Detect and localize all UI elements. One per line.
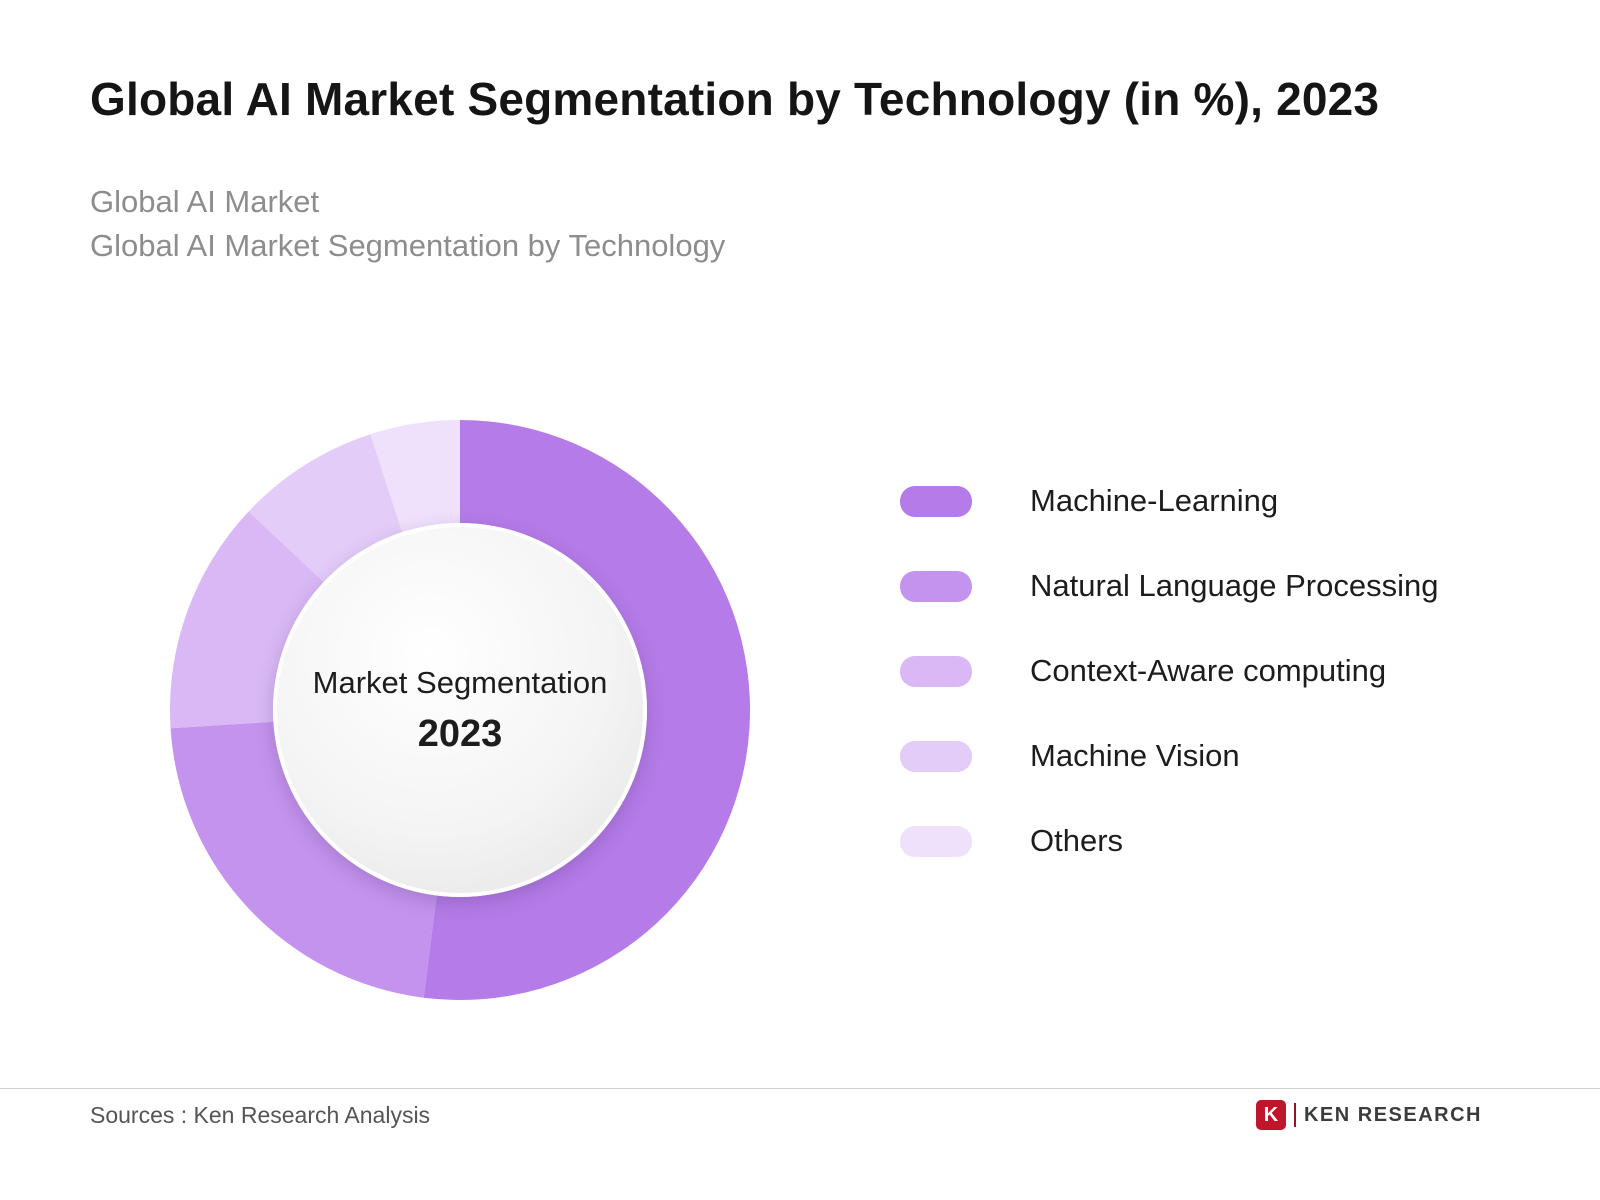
- page-title: Global AI Market Segmentation by Technol…: [90, 73, 1380, 125]
- legend-label: Natural Language Processing: [1030, 568, 1439, 603]
- page-subtitle: Global AI Market Global AI Market Segmen…: [90, 180, 1290, 268]
- brand-logo-text: KEN RESEARCH: [1303, 1103, 1482, 1126]
- brand-logo-icon: K: [1255, 1100, 1286, 1130]
- legend-label: Context-Aware computing: [1030, 653, 1387, 688]
- footer-divider: [0, 1088, 1600, 1089]
- legend-item: Natural Language Processing: [900, 568, 1439, 603]
- legend-swatch: [900, 740, 972, 772]
- donut-chart: Market Segmentation 2023: [160, 410, 760, 1010]
- donut-center-year: 2023: [417, 712, 503, 755]
- legend-swatch: [900, 485, 972, 517]
- donut-center-disc: Market Segmentation 2023: [273, 523, 647, 897]
- brand-logo: K KEN RESEARCH: [1255, 1100, 1482, 1130]
- donut-center-label: Market Segmentation: [312, 664, 608, 700]
- legend-swatch: [900, 570, 972, 602]
- legend-swatch: [900, 655, 972, 687]
- legend-label: Others: [1030, 823, 1124, 858]
- subtitle-line-1: Global AI Market: [90, 184, 320, 219]
- legend-swatch: [900, 825, 972, 857]
- legend-item: Others: [900, 823, 1438, 858]
- legend-item: Machine-Learning: [900, 483, 1438, 518]
- legend-label: Machine-Learning: [1030, 483, 1279, 518]
- chart-legend: Machine-Learning Natural Language Process…: [900, 483, 1439, 858]
- subtitle-line-2: Global AI Market Segmentation by Technol…: [90, 228, 726, 264]
- legend-label: Machine Vision: [1030, 738, 1240, 773]
- legend-item: Context-Aware computing: [900, 653, 1438, 688]
- brand-logo-separator: [1293, 1103, 1296, 1127]
- source-text: Sources : Ken Research Analysis: [90, 1102, 431, 1128]
- legend-item: Machine Vision: [900, 738, 1438, 773]
